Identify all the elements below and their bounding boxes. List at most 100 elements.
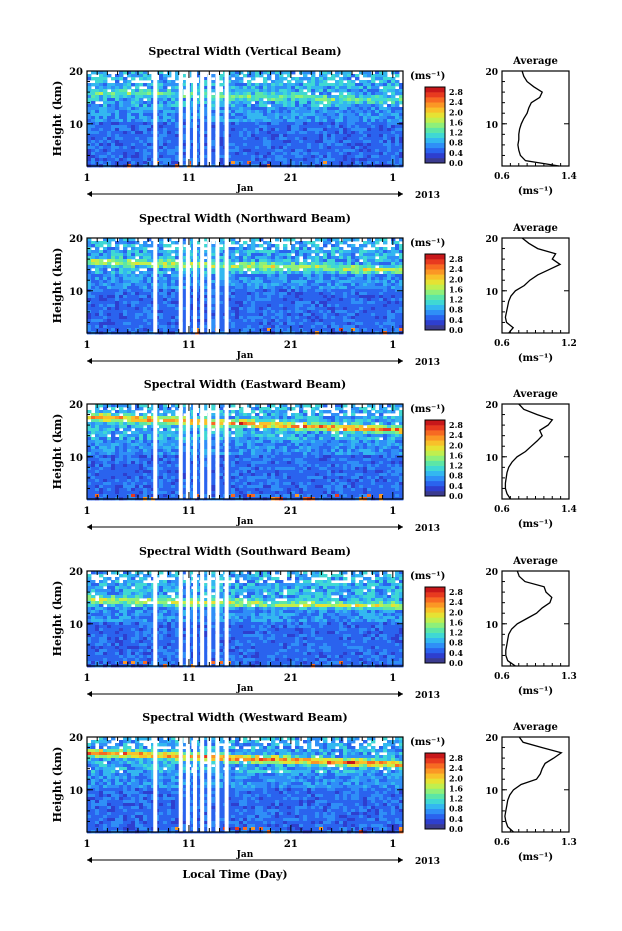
average-profile: Average 10 20 0.6 1.3 (ms⁻¹) <box>485 722 576 863</box>
x-tick-label: 1 <box>84 673 91 684</box>
x-tick-label: 1 <box>84 340 91 351</box>
profile-line <box>504 237 562 334</box>
data-gap <box>185 71 190 166</box>
colorbar-tick-label: 2.4 <box>449 430 463 440</box>
average-profile: Average 10 20 0.6 1.3 (ms⁻¹) <box>485 556 576 697</box>
colorbar-segment <box>425 627 445 633</box>
colorbar-frame <box>424 253 446 331</box>
colorbar: 0.00.40.81.21.62.02.42.8 <box>424 419 463 501</box>
colorbar-segment <box>425 455 445 461</box>
month-bar-arrow-left <box>87 524 92 530</box>
colorbar-segment <box>425 813 445 820</box>
y-tick-label: 20 <box>69 67 83 78</box>
y-axis-label: Height (km) <box>51 248 64 324</box>
colorbar-frame <box>424 752 446 830</box>
colorbar-segment <box>425 97 445 103</box>
colorbar-segment <box>425 259 445 265</box>
year-label: 2013 <box>415 691 440 701</box>
colorbar-segment <box>425 753 445 759</box>
colorbar-tick-label: 0.0 <box>449 158 463 168</box>
year-label: 2013 <box>415 524 440 534</box>
colorbar-segment <box>425 778 445 784</box>
colorbar-tick-label: 2.0 <box>449 607 463 617</box>
profile-frame <box>501 237 570 334</box>
colorbar-frame <box>424 586 446 664</box>
panel-title: Spectral Width (Westward Beam) <box>142 711 347 724</box>
profile-line <box>505 570 553 667</box>
chart-panel-2: Spectral Width (Northward Beam) 10 20 Heigh… <box>51 212 577 368</box>
colorbar-tick-label: 0.4 <box>449 648 463 658</box>
heatmap-cells <box>87 238 404 335</box>
x-tick-label: 1 <box>84 506 91 517</box>
colorbar-segment <box>425 289 445 295</box>
x-tick-label: 21 <box>284 673 298 684</box>
x-tick-label: 11 <box>182 506 196 517</box>
profile-y-tick-label: 10 <box>485 787 498 797</box>
x-tick-label: 1 <box>389 673 396 684</box>
colorbar-segment <box>425 793 445 799</box>
x-tick-label: 1 <box>84 173 91 184</box>
profile-title: Average <box>512 556 558 567</box>
month-bar-arrow-left <box>87 857 92 863</box>
y-tick-label: 20 <box>69 234 83 245</box>
month-bar-arrow-right <box>398 857 403 863</box>
colorbar-segment <box>425 632 445 638</box>
colorbar-segment <box>425 607 445 613</box>
colorbar-segment <box>425 430 445 436</box>
colorbar-segment <box>425 788 445 794</box>
data-gap <box>193 238 198 333</box>
profile-x-tick-label: 1.3 <box>561 672 577 682</box>
y-axis-label: Height (km) <box>51 414 64 490</box>
data-gap <box>185 737 190 832</box>
colorbar-tick-label: 0.0 <box>449 824 463 834</box>
colorbar: 0.00.40.81.21.62.02.42.8 <box>424 586 463 668</box>
year-label: 2013 <box>415 857 440 867</box>
heatmap-frame <box>86 570 404 667</box>
profile-y-tick-label: 10 <box>485 288 498 298</box>
colorbar-unit-label: (ms⁻¹) <box>410 404 445 415</box>
y-tick-label: 10 <box>69 620 83 631</box>
colorbar-segment <box>425 768 445 774</box>
profile-title: Average <box>512 389 558 400</box>
data-gap <box>185 571 190 666</box>
colorbar-segment <box>425 435 445 441</box>
data-gap <box>178 404 183 499</box>
colorbar-segment <box>425 465 445 471</box>
month-bar-arrow-left <box>87 191 92 197</box>
profile-frame <box>501 736 570 833</box>
x-tick-label: 21 <box>284 506 298 517</box>
profile-x-tick-label: 0.6 <box>494 172 510 182</box>
colorbar-tick-label: 2.4 <box>449 597 463 607</box>
colorbar: 0.00.40.81.21.62.02.42.8 <box>424 86 463 168</box>
colorbar-tick-label: 0.4 <box>449 148 463 158</box>
profile-x-tick-label: 0.6 <box>494 505 510 515</box>
x-tick-label: 21 <box>284 340 298 351</box>
colorbar-segment <box>425 92 445 98</box>
colorbar-tick-label: 0.0 <box>449 325 463 335</box>
colorbar-unit-label: (ms⁻¹) <box>410 71 445 82</box>
colorbar-segment <box>425 592 445 598</box>
colorbar-tick-label: 0.4 <box>449 814 463 824</box>
data-gap <box>193 571 198 666</box>
data-gap <box>153 71 158 166</box>
colorbar-segment <box>425 127 445 133</box>
colorbar-segment <box>425 294 445 300</box>
panel-title: Spectral Width (Eastward Beam) <box>144 378 346 391</box>
profile-x-axis-label: (ms⁻¹) <box>518 686 553 697</box>
colorbar-tick-label: 0.8 <box>449 138 463 148</box>
colorbar-tick-label: 1.6 <box>449 284 463 294</box>
x-tick-label: 11 <box>182 340 196 351</box>
chart-panel-3: Spectral Width (Eastward Beam) 10 20 Height… <box>51 378 577 534</box>
profile-y-tick-label: 10 <box>485 121 498 131</box>
data-gap <box>224 71 229 166</box>
colorbar-segment <box>425 587 445 593</box>
colorbar-unit-label: (ms⁻¹) <box>410 571 445 582</box>
profile-title: Average <box>512 722 558 733</box>
colorbar-tick-label: 2.8 <box>449 753 463 763</box>
profile-x-tick-label: 0.6 <box>494 838 510 848</box>
profile-y-tick-label: 20 <box>485 68 498 78</box>
colorbar-tick-label: 1.2 <box>449 628 463 638</box>
colorbar-segment <box>425 450 445 456</box>
panel-title: Spectral Width (Southward Beam) <box>139 545 351 558</box>
